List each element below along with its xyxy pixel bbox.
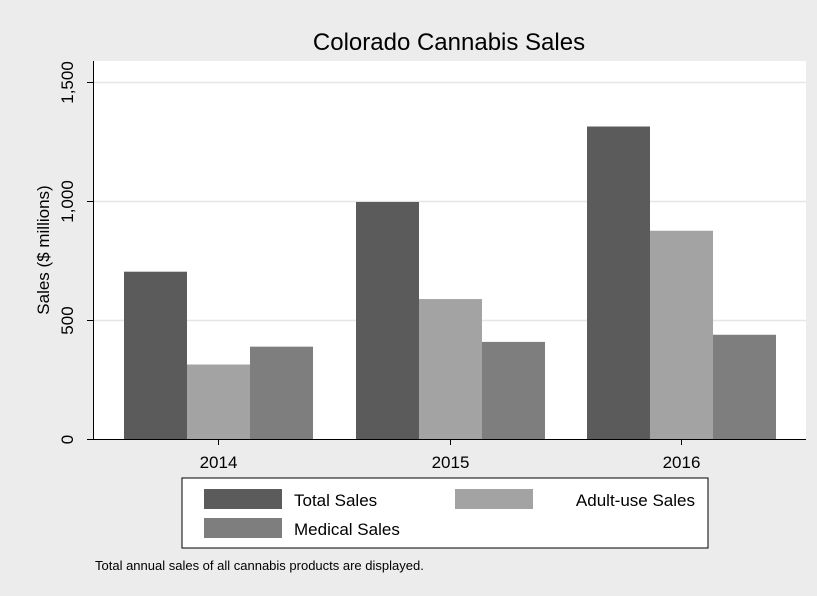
bar-2015-medical-sales	[482, 341, 545, 439]
x-tick-label: 2015	[432, 453, 470, 472]
y-axis-label: Sales ($ millions)	[34, 185, 53, 314]
x-tick-label: 2016	[663, 453, 701, 472]
legend: Total Sales Adult-use Sales Medical Sales	[181, 477, 709, 549]
legend-swatch	[204, 489, 282, 509]
bar-2015-adult-use-sales	[419, 299, 482, 439]
legend-label: Adult-use Sales	[576, 491, 695, 510]
y-tick-label: 500	[58, 306, 77, 334]
bar-2014-adult-use-sales	[187, 364, 250, 439]
bar-2016-medical-sales	[713, 334, 776, 439]
chart-note: Total annual sales of all cannabis produ…	[95, 558, 424, 573]
y-tick-label: 1,500	[58, 61, 77, 104]
y-tick-label: 0	[58, 435, 77, 444]
bar-2014-medical-sales	[250, 346, 313, 439]
bar-2016-total-sales	[587, 126, 650, 440]
bar-2014-total-sales	[124, 271, 187, 439]
legend-label: Medical Sales	[294, 520, 400, 539]
bar-2015-total-sales	[356, 201, 419, 439]
legend-swatch	[204, 518, 282, 538]
legend-swatch	[455, 489, 533, 509]
chart-title: Colorado Cannabis Sales	[313, 29, 585, 56]
y-tick-label: 1,000	[58, 180, 77, 223]
bar-2016-adult-use-sales	[650, 230, 713, 439]
x-tick-label: 2014	[200, 453, 238, 472]
legend-label: Total Sales	[294, 491, 377, 510]
